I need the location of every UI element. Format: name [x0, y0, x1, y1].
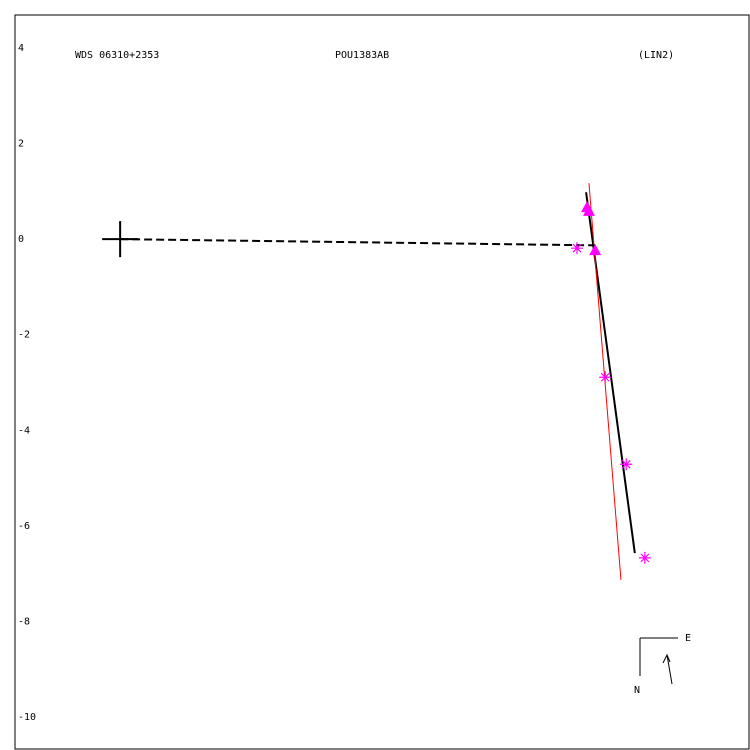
- data-point: [599, 371, 612, 384]
- y-tick-label: 4: [18, 43, 24, 54]
- data-point: [589, 244, 602, 256]
- fit-line: [585, 192, 636, 554]
- star-marker-shape: [599, 371, 612, 384]
- triangle-marker-shape: [589, 244, 602, 256]
- data-point: [571, 242, 584, 255]
- compass-label: N: [634, 685, 640, 696]
- origin-cross: [102, 221, 139, 258]
- star-marker-shape: [620, 458, 633, 471]
- data-point: [620, 458, 633, 471]
- compass-label: E: [685, 633, 691, 644]
- y-tick-label: -10: [18, 712, 36, 723]
- y-tick-label: -2: [18, 330, 30, 341]
- motion-arrow: [662, 653, 673, 685]
- y-tick-label: -4: [18, 425, 30, 436]
- triangle-marker-shape: [582, 204, 595, 216]
- compass: E N: [634, 633, 691, 696]
- y-tick-label: 0: [18, 234, 24, 245]
- star-marker-shape: [571, 242, 584, 255]
- chart-subtitle: POU1383AB: [335, 50, 389, 61]
- chart-title: WDS 06310+2353: [75, 50, 159, 61]
- y-tick-label: -6: [18, 521, 30, 532]
- annotation: (LIN2): [638, 50, 674, 61]
- y-tick-label: -8: [18, 616, 30, 627]
- data-point: [638, 551, 651, 564]
- data-point: [582, 204, 595, 216]
- y-tick-label: 2: [18, 139, 24, 150]
- star-marker-shape: [638, 551, 651, 564]
- plot-frame: [14, 14, 750, 750]
- dashed-line: [120, 238, 596, 247]
